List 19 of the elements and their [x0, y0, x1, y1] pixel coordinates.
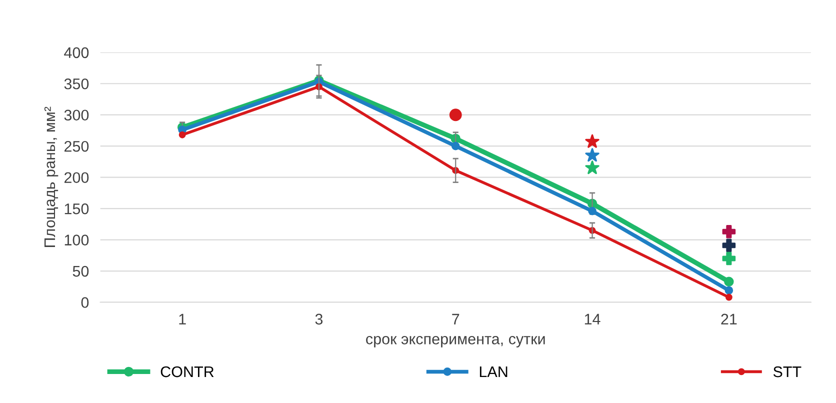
y-tick-label: 150: [64, 203, 89, 214]
x-axis-title: срок эксперимента, сутки: [366, 336, 545, 348]
y-tick-label: 400: [64, 47, 89, 58]
y-tick-label: 350: [64, 78, 89, 90]
y-tick-label: 300: [64, 110, 89, 121]
y-axis-title: Площадь раны, мм²: [44, 106, 58, 247]
x-tick-label: 7: [452, 314, 460, 324]
x-tick-label: 1: [179, 314, 186, 324]
legend-label: STT: [773, 366, 802, 378]
y-tick-label: 50: [72, 266, 89, 277]
x-tick-label: 14: [584, 314, 600, 324]
legend-label: CONTR: [160, 366, 214, 378]
x-tick-label: 3: [315, 314, 323, 325]
y-tick-label: 0: [81, 297, 89, 308]
x-tick-label: 21: [721, 314, 737, 324]
y-tick-label: 250: [64, 140, 89, 152]
y-tick-label: 100: [64, 234, 89, 246]
legend-label: LAN: [480, 366, 508, 378]
y-tick-label: 200: [64, 172, 89, 184]
